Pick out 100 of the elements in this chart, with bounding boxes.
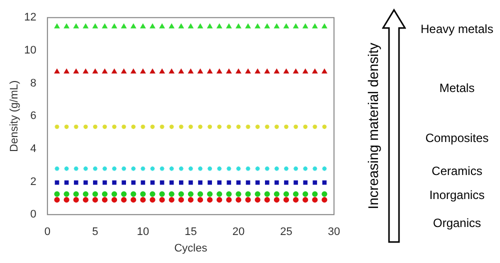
point xyxy=(168,191,174,197)
point xyxy=(216,197,222,203)
y-tick-label: 0 xyxy=(30,208,36,221)
point xyxy=(302,197,308,203)
point xyxy=(112,197,118,203)
point xyxy=(64,24,70,28)
point xyxy=(322,197,328,203)
point xyxy=(102,68,108,74)
point xyxy=(92,68,98,74)
point xyxy=(140,197,146,203)
point xyxy=(159,197,165,203)
y-tick-label: 4 xyxy=(30,142,36,155)
point xyxy=(112,68,117,74)
point xyxy=(294,180,298,185)
point xyxy=(121,197,127,203)
point xyxy=(140,180,146,185)
point xyxy=(73,197,79,203)
x-tick-label: 0 xyxy=(44,226,50,238)
point xyxy=(64,180,69,185)
point xyxy=(140,68,146,74)
point xyxy=(312,68,318,74)
point xyxy=(121,24,126,28)
point xyxy=(274,68,280,74)
point xyxy=(197,191,204,197)
point xyxy=(216,24,222,28)
point xyxy=(303,180,308,185)
point xyxy=(254,197,260,203)
y-tick-label: 2 xyxy=(30,176,36,188)
point xyxy=(254,166,260,172)
point xyxy=(284,24,289,28)
point xyxy=(169,180,174,185)
text: Ceramics xyxy=(430,164,484,178)
text: Increasing material density xyxy=(365,42,381,212)
point xyxy=(302,24,308,28)
text: Metals xyxy=(438,81,476,95)
point xyxy=(264,191,270,197)
point xyxy=(274,197,280,203)
point xyxy=(236,166,242,172)
point xyxy=(92,24,98,28)
point xyxy=(198,24,203,28)
point xyxy=(284,180,288,185)
point xyxy=(121,68,126,74)
point xyxy=(83,180,88,185)
point xyxy=(160,24,165,28)
point xyxy=(322,180,327,185)
point xyxy=(73,166,79,172)
point xyxy=(302,166,308,172)
point xyxy=(54,191,60,197)
point xyxy=(293,24,298,28)
point xyxy=(169,24,174,28)
point xyxy=(198,68,203,74)
point xyxy=(236,191,242,197)
point xyxy=(150,180,155,185)
point xyxy=(131,180,136,185)
point xyxy=(312,180,318,185)
point xyxy=(312,197,318,203)
point xyxy=(92,197,98,203)
point xyxy=(178,24,184,28)
point xyxy=(254,191,260,197)
point xyxy=(102,191,108,197)
point xyxy=(150,24,156,28)
point xyxy=(64,191,70,197)
y-tick-label: 6 xyxy=(30,110,36,122)
point xyxy=(160,68,165,74)
point xyxy=(245,191,251,197)
text: Heavy metals xyxy=(420,22,494,36)
y-tick-label: 8 xyxy=(30,77,36,90)
point xyxy=(216,68,222,74)
point xyxy=(102,24,108,28)
point xyxy=(322,24,327,28)
point xyxy=(188,191,194,197)
text: Composites xyxy=(424,131,490,145)
point xyxy=(130,197,136,203)
point xyxy=(207,191,213,197)
point xyxy=(82,197,88,203)
point xyxy=(216,191,222,197)
point xyxy=(73,191,79,197)
x-tick-label: 15 xyxy=(184,226,197,238)
point xyxy=(312,191,318,197)
point xyxy=(122,180,126,185)
point xyxy=(236,180,241,185)
text: Organics xyxy=(432,216,482,230)
point xyxy=(169,68,174,74)
point xyxy=(322,166,328,172)
point xyxy=(283,197,290,203)
point xyxy=(102,197,108,203)
point xyxy=(226,24,232,28)
point xyxy=(197,197,204,203)
point xyxy=(226,180,232,185)
point xyxy=(168,166,174,172)
point xyxy=(264,166,270,172)
point xyxy=(93,180,98,185)
point xyxy=(216,166,222,172)
point xyxy=(102,180,107,185)
point xyxy=(302,191,308,197)
point xyxy=(82,191,88,197)
point xyxy=(207,166,213,172)
point xyxy=(178,197,184,203)
point xyxy=(188,197,194,203)
point xyxy=(246,24,251,28)
